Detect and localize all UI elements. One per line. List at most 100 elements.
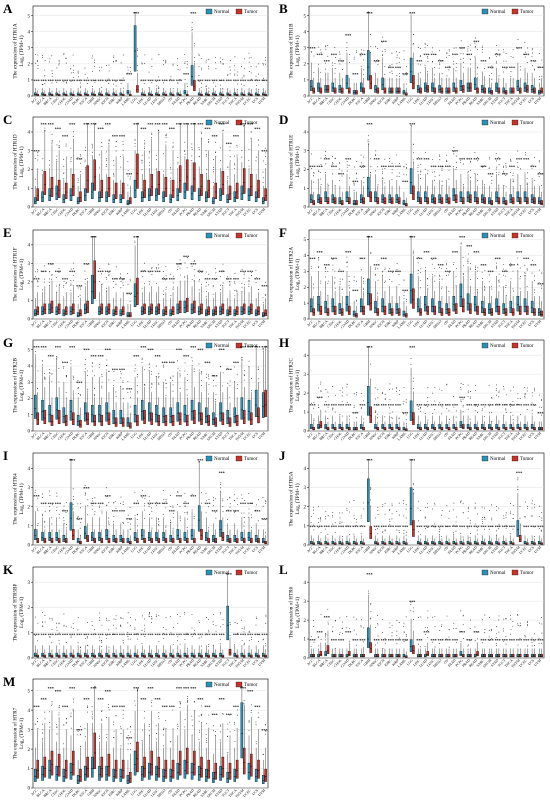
outlier-point [396, 263, 398, 265]
outlier-point [208, 378, 210, 380]
outlier-point [505, 409, 507, 411]
outlier-point [396, 56, 398, 58]
outlier-point [179, 376, 181, 378]
outlier-point [434, 275, 436, 277]
cancer-group: *** [309, 46, 316, 94]
outlier-point [367, 135, 369, 137]
outlier-point [58, 283, 60, 285]
cancer-group: *** [509, 158, 515, 205]
outlier-point [320, 383, 322, 385]
y-tick-label: 4 [304, 354, 307, 359]
outlier-point [531, 395, 533, 397]
outlier-point [141, 357, 143, 359]
cancer-group: *** [226, 276, 232, 317]
x-tick-label: GBM [87, 96, 96, 105]
cancer-group: *** [41, 122, 47, 203]
significance-mark: *** [240, 122, 246, 127]
outlier-point [491, 286, 493, 288]
outlier-point [51, 381, 53, 383]
cancer-group: *** [502, 48, 508, 95]
outlier-point [317, 178, 319, 180]
outlier-point [417, 63, 419, 65]
outlier-point [405, 419, 407, 421]
significance-mark: *** [76, 78, 82, 83]
outlier-point [427, 401, 429, 403]
x-tick-label: ACC [30, 96, 38, 104]
box-tumor [397, 308, 401, 316]
significance-mark: *** [219, 122, 225, 127]
outlier-point [172, 384, 174, 386]
x-tick-label: SKCM [482, 319, 493, 330]
outlier-point [241, 150, 243, 152]
outlier-point [424, 151, 426, 153]
significance-mark: *** [105, 348, 111, 353]
x-tick-label: UCEC [518, 319, 528, 329]
box-normal [374, 424, 377, 430]
significance-mark: *** [204, 78, 210, 83]
box-normal [55, 397, 58, 420]
outlier-point [58, 268, 60, 269]
outlier-point [534, 179, 536, 181]
outlier-point [427, 288, 429, 290]
outlier-point [377, 292, 379, 294]
significance-mark: *** [480, 164, 486, 169]
outlier-point [250, 56, 252, 58]
outlier-point [49, 164, 51, 166]
significance-mark: *** [388, 403, 394, 408]
cancer-group: *** [190, 345, 196, 425]
outlier-point [56, 155, 58, 157]
outlier-point [229, 73, 231, 75]
outlier-point [496, 387, 498, 389]
outlier-point [205, 86, 207, 88]
box-tumor [504, 308, 508, 316]
outlier-point [80, 394, 82, 396]
outlier-point [250, 131, 252, 133]
outlier-point [375, 150, 377, 152]
box-tumor [200, 93, 203, 96]
outlier-point [170, 76, 172, 78]
outlier-point [446, 268, 448, 270]
significance-mark: *** [169, 127, 175, 132]
outlier-point [101, 66, 103, 68]
outlier-point [106, 287, 107, 289]
outlier-point [105, 487, 107, 489]
outlier-point [163, 153, 165, 155]
y-tick-label: 2 [28, 281, 31, 286]
outlier-point [170, 273, 172, 275]
outlier-point [215, 268, 216, 270]
outlier-point [120, 496, 122, 498]
outlier-point [127, 69, 129, 71]
outlier-point [377, 268, 379, 270]
box-normal [91, 532, 94, 541]
outlier-point [248, 61, 250, 63]
box-normal [83, 526, 87, 539]
outlier-point [524, 172, 526, 174]
x-tick-label: THCA [228, 319, 238, 329]
outlier-point [460, 161, 462, 163]
outlier-point [84, 359, 86, 361]
cancer-group: *** [409, 11, 415, 90]
box-tumor [186, 93, 189, 96]
outlier-point [201, 502, 203, 504]
outlier-point [310, 51, 312, 53]
cancer-group: *** [133, 122, 139, 198]
x-tick-label: UVM [257, 207, 266, 216]
outlier-point [148, 157, 150, 159]
outlier-point [496, 384, 498, 386]
cancer-group: *** [226, 367, 232, 427]
box-normal [466, 293, 470, 311]
legend-swatch-tumor [511, 8, 519, 15]
outlier-point [94, 394, 96, 396]
outlier-point [91, 236, 93, 237]
outlier-point [48, 285, 50, 287]
outlier-point [98, 366, 100, 368]
cancer-group: *** [41, 493, 47, 544]
x-tick-label: BLCA [36, 96, 46, 106]
y-tick-label: 1 [28, 525, 31, 530]
outlier-point [41, 364, 43, 366]
significance-mark: *** [466, 52, 472, 57]
significance-mark: *** [98, 127, 104, 132]
box-normal [62, 407, 66, 424]
x-tick-label: HNSC [93, 207, 103, 217]
